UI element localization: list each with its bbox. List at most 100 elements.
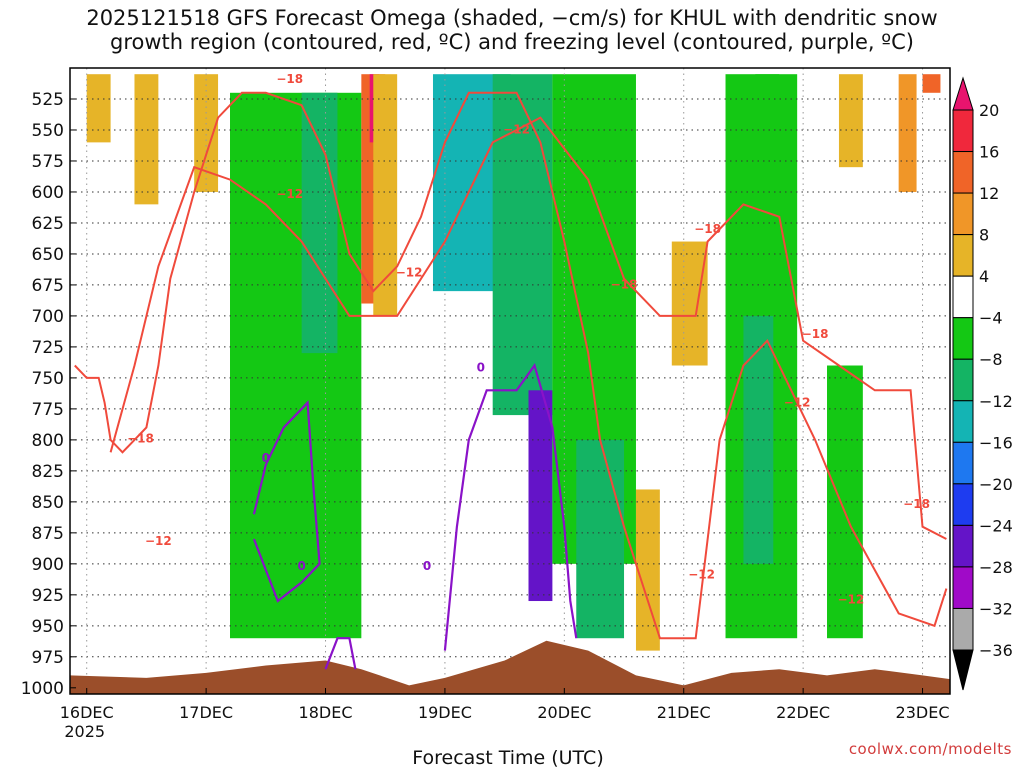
omega-region-4	[373, 74, 398, 316]
x-tick-label-23DEC: 23DEC	[896, 703, 950, 722]
dgz-label-4: −12	[396, 265, 423, 279]
y-tick-label-850: 850	[32, 493, 64, 513]
omega-region-7	[528, 390, 553, 602]
colorbar-label-10: −24	[979, 516, 1013, 535]
omega-region-20	[671, 241, 708, 366]
x-tick-label-19DEC: 19DEC	[418, 703, 472, 722]
colorbar-bin-3	[952, 234, 974, 277]
colorbar-bin-9	[952, 483, 974, 526]
y-tick-label-775: 775	[32, 400, 64, 420]
y-tick-label-575: 575	[32, 152, 64, 172]
credit-text: coolwx.com/modelts	[848, 740, 1012, 758]
colorbar-bin-11	[952, 566, 974, 609]
y-tick-label-600: 600	[32, 183, 64, 203]
colorbar-bin-5	[952, 317, 974, 360]
freezing-label-2: 0	[477, 361, 485, 375]
colorbar-bottom-triangle	[952, 649, 974, 691]
terrain-fill	[70, 640, 950, 694]
colorbar-bin-12	[952, 607, 974, 651]
omega-region-6	[492, 74, 553, 416]
y-tick-label-675: 675	[32, 276, 64, 296]
dgz-label-1: −12	[145, 534, 172, 548]
freezing-contour-1	[443, 363, 578, 651]
x-tick-label-22DEC: 22DEC	[776, 703, 830, 722]
y-tick-label-825: 825	[32, 462, 64, 482]
title-line-2: growth region (contoured, red, ºC) and f…	[110, 30, 914, 54]
colorbar-bin-1	[952, 151, 974, 194]
dgz-label-9: −12	[784, 395, 811, 409]
dgz-label-2: −18	[276, 72, 303, 86]
y-tick-label-625: 625	[32, 214, 64, 234]
colorbar-top-triangle	[952, 76, 974, 111]
freezing-label-3: 0	[423, 559, 431, 573]
freezing-contour-0	[252, 400, 321, 603]
colorbar-label-2: 12	[979, 184, 999, 203]
colorbar-label-1: 16	[979, 143, 999, 162]
colorbar-label-8: −16	[979, 433, 1013, 452]
dgz-label-8: −18	[802, 327, 829, 341]
x-tick-label-17DEC: 17DEC	[179, 703, 233, 722]
omega-region-18	[134, 74, 159, 205]
y-tick-label-1000: 1000	[21, 679, 64, 699]
omega-region-15	[898, 74, 917, 192]
y-tick-label-975: 975	[32, 648, 64, 668]
colorbar-label-6: −8	[979, 350, 1003, 369]
dgz-contour-1	[109, 116, 947, 540]
omega-region-13	[755, 74, 780, 267]
y-tick-label-525: 525	[32, 90, 64, 110]
colorbar-label-11: −28	[979, 558, 1013, 577]
dgz-label-11: −12	[838, 593, 865, 607]
terrain	[70, 640, 950, 694]
omega-region-21	[838, 74, 863, 168]
y-axis: 525 550 575 600 625 650 675 700 725 750 775 800 825 8…	[21, 90, 76, 699]
colorbar-label-9: −20	[979, 475, 1013, 494]
colorbar-label-13: −36	[979, 641, 1013, 660]
plot-frame	[69, 67, 951, 695]
colorbar-bin-2	[952, 192, 974, 236]
colorbar-bin-6	[952, 358, 974, 402]
colorbar-label-12: −32	[979, 599, 1013, 618]
y-tick-label-750: 750	[32, 369, 64, 389]
freezing-contour-2	[324, 637, 357, 670]
freezing-contours: 0 0 0 0	[252, 361, 578, 670]
omega-region-0	[230, 92, 362, 639]
freezing-label-1: 0	[297, 559, 305, 573]
omega-region-19	[194, 74, 219, 192]
omega-region-10	[576, 439, 625, 639]
omega-region-16	[922, 74, 941, 93]
chart-title: 2025121518 GFS Forecast Omega (shaded, −…	[0, 6, 1024, 54]
y-tick-label-725: 725	[32, 338, 64, 358]
y-tick-label-950: 950	[32, 617, 64, 637]
dgz-contour-0	[74, 91, 948, 640]
colorbar-bin-4	[952, 275, 974, 319]
title-line-1: 2025121518 GFS Forecast Omega (shaded, −…	[86, 6, 938, 30]
dgz-contours: −18 −12 −18 −12 −12 −12 −18 −18 −18 −12 −12 −12 −18	[74, 72, 948, 640]
x-tick-label-18DEC: 18DEC	[299, 703, 353, 722]
omega-region-17	[86, 74, 111, 143]
y-tick-label-700: 700	[32, 307, 64, 327]
colorbar-bin-0	[952, 109, 974, 153]
colorbar-bin-7	[952, 400, 974, 443]
colorbar-label-0: 20	[979, 101, 999, 120]
y-tick-label-650: 650	[32, 245, 64, 265]
x-tick-label-21DEC: 21DEC	[657, 703, 711, 722]
x-tick-sublabel: 2025	[64, 722, 105, 741]
y-tick-label-925: 925	[32, 586, 64, 606]
colorbar-label-7: −12	[979, 392, 1013, 411]
y-tick-label-550: 550	[32, 121, 64, 141]
y-tick-label-900: 900	[32, 555, 64, 575]
y-tick-label-800: 800	[32, 431, 64, 451]
x-axis-label: Forecast Time (UTC)	[412, 747, 603, 768]
colorbar-label-5: −4	[979, 309, 1003, 328]
colorbar-label-3: 8	[979, 226, 989, 245]
dgz-label-5: −12	[503, 123, 530, 137]
dgz-label-12: −18	[903, 497, 930, 511]
dgz-label-3: −12	[276, 187, 303, 201]
dgz-label-10: −12	[688, 568, 715, 582]
dgz-label-0: −18	[127, 431, 154, 445]
colorbar-bin-10	[952, 524, 974, 568]
colorbar-label-4: 4	[979, 267, 989, 286]
dgz-label-6: −18	[611, 278, 638, 292]
